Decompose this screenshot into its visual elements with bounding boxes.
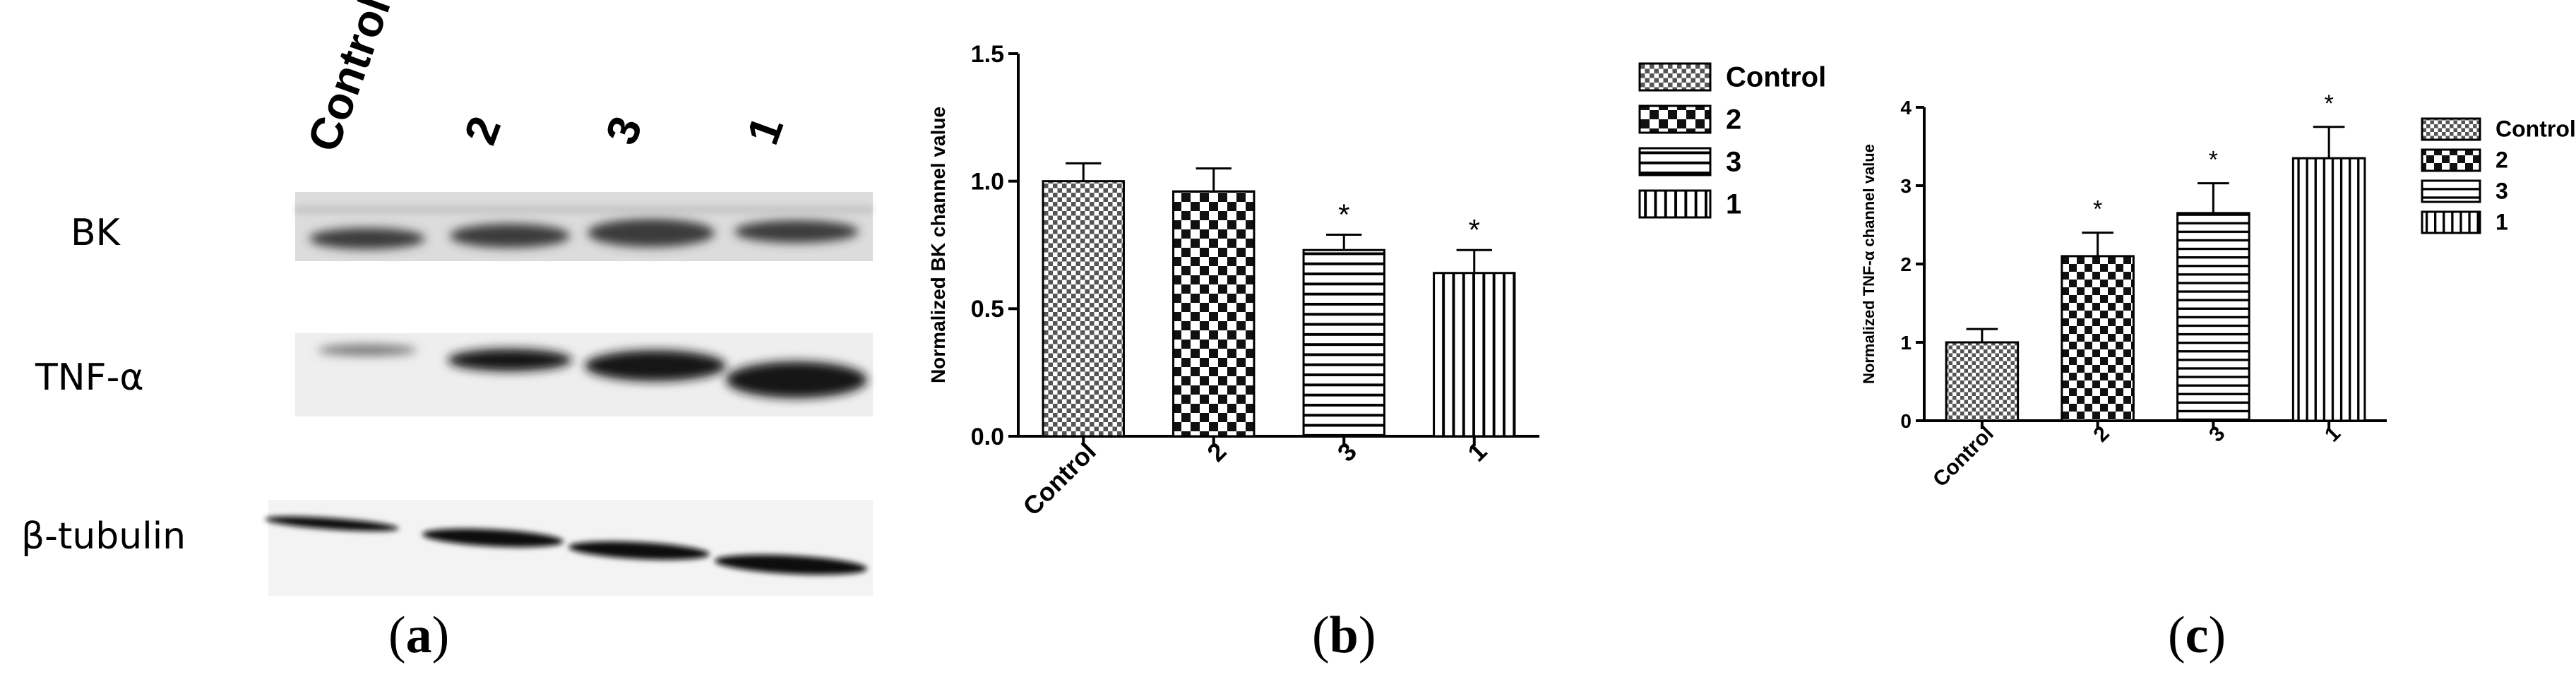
y-tick-label: 1.0 [971, 169, 1004, 196]
bar [2061, 255, 2135, 422]
x-tick-label: 3 [1332, 437, 1362, 467]
legend-label: 3 [1726, 146, 1741, 177]
y-tick-label: 3 [1900, 175, 1912, 197]
band-tnf-control [318, 344, 417, 356]
legend-label: 2 [1726, 104, 1741, 135]
y-tick-label: 1.5 [971, 41, 1004, 68]
bar [1945, 341, 2020, 422]
band-bk-1 [734, 220, 859, 243]
significance-star: * [2325, 90, 2334, 117]
bar [1302, 248, 1385, 438]
panel-label-a: (a) [388, 606, 450, 664]
bar [1172, 190, 1256, 438]
y-tick-label: 1 [1900, 332, 1912, 354]
y-tick-label: 0.0 [971, 424, 1004, 450]
legend-swatch [1638, 104, 1712, 134]
panel-label-b: (b) [1312, 606, 1376, 664]
band-tubulin-control [265, 516, 399, 532]
x-tick-label: 2 [1201, 437, 1232, 467]
legend-label: Control [2496, 116, 2576, 142]
y-tick-label: 2 [1900, 253, 1912, 275]
significance-star: * [1469, 213, 1480, 246]
legend-label: 3 [2496, 179, 2508, 204]
legend-swatch [2421, 179, 2481, 203]
tnf-chart-panel: 0 1 2 3 4 Normalized TNF-α channel value Contr… [1836, 0, 2576, 684]
band-tnf-3 [585, 350, 726, 381]
x-tick-label: Control [1928, 422, 1998, 492]
bar [2176, 212, 2250, 422]
row-label-tubulin: β-tubulin [21, 515, 186, 558]
x-tick-label: 1 [2320, 422, 2345, 447]
band-tubulin-3 [568, 541, 710, 560]
legend-swatch [1638, 147, 1712, 176]
y-axis-label: Normalized TNF-α channel value [1860, 144, 1878, 384]
y-tick-label: 4 [1900, 97, 1912, 119]
legend-swatch [1638, 189, 1712, 219]
significance-star: * [1338, 198, 1349, 232]
legend-swatch [1638, 62, 1712, 92]
tnf-bar-chart: 0 1 2 3 4 Normalized TNF-α channel value Contr… [1860, 90, 2576, 492]
legend-swatch [2421, 210, 2481, 234]
bk-chart-panel: 0.0 0.5 1.0 1.5 Normalized BK channel value C… [897, 0, 1836, 684]
band-tnf-2 [448, 349, 572, 371]
row-label-tnf: TNF-α [35, 356, 144, 399]
bar [2291, 157, 2366, 422]
band-bk-2 [450, 224, 570, 248]
x-tick-label: 2 [2089, 422, 2113, 447]
bar [1433, 272, 1516, 438]
x-tick-label: 1 [1462, 437, 1492, 467]
band-bk-control [309, 228, 425, 249]
legend-label: 1 [2496, 210, 2508, 235]
y-axis-label: Normalized BK channel value [927, 107, 949, 383]
bar [1042, 180, 1125, 438]
y-tick-label: 0.5 [971, 296, 1004, 323]
legend-label: 1 [1726, 188, 1741, 220]
legend-swatch [2421, 117, 2481, 141]
band-tubulin-2 [422, 528, 564, 548]
significance-star: * [2093, 196, 2102, 223]
band-tubulin-1 [715, 554, 867, 575]
legend-label: Control [1726, 61, 1826, 92]
row-label-bk: BK [71, 212, 120, 254]
band-bk-3 [588, 219, 715, 247]
legend-label: 2 [2496, 148, 2508, 173]
western-blot-panel: Control 2 3 1 BK TNF-α β-tubulin [0, 0, 897, 684]
x-tick-label: Control [1017, 437, 1101, 521]
legend-swatch [2421, 148, 2481, 172]
panel-label-c: (c) [2168, 606, 2226, 664]
x-tick-label: 3 [2205, 422, 2229, 447]
y-tick-label: 0 [1900, 410, 1912, 432]
significance-star: * [2209, 147, 2218, 174]
blot-image [265, 192, 873, 596]
bk-bar-chart: 0.0 0.5 1.0 1.5 Normalized BK channel value C… [927, 41, 1826, 521]
band-tnf-1 [726, 361, 867, 398]
